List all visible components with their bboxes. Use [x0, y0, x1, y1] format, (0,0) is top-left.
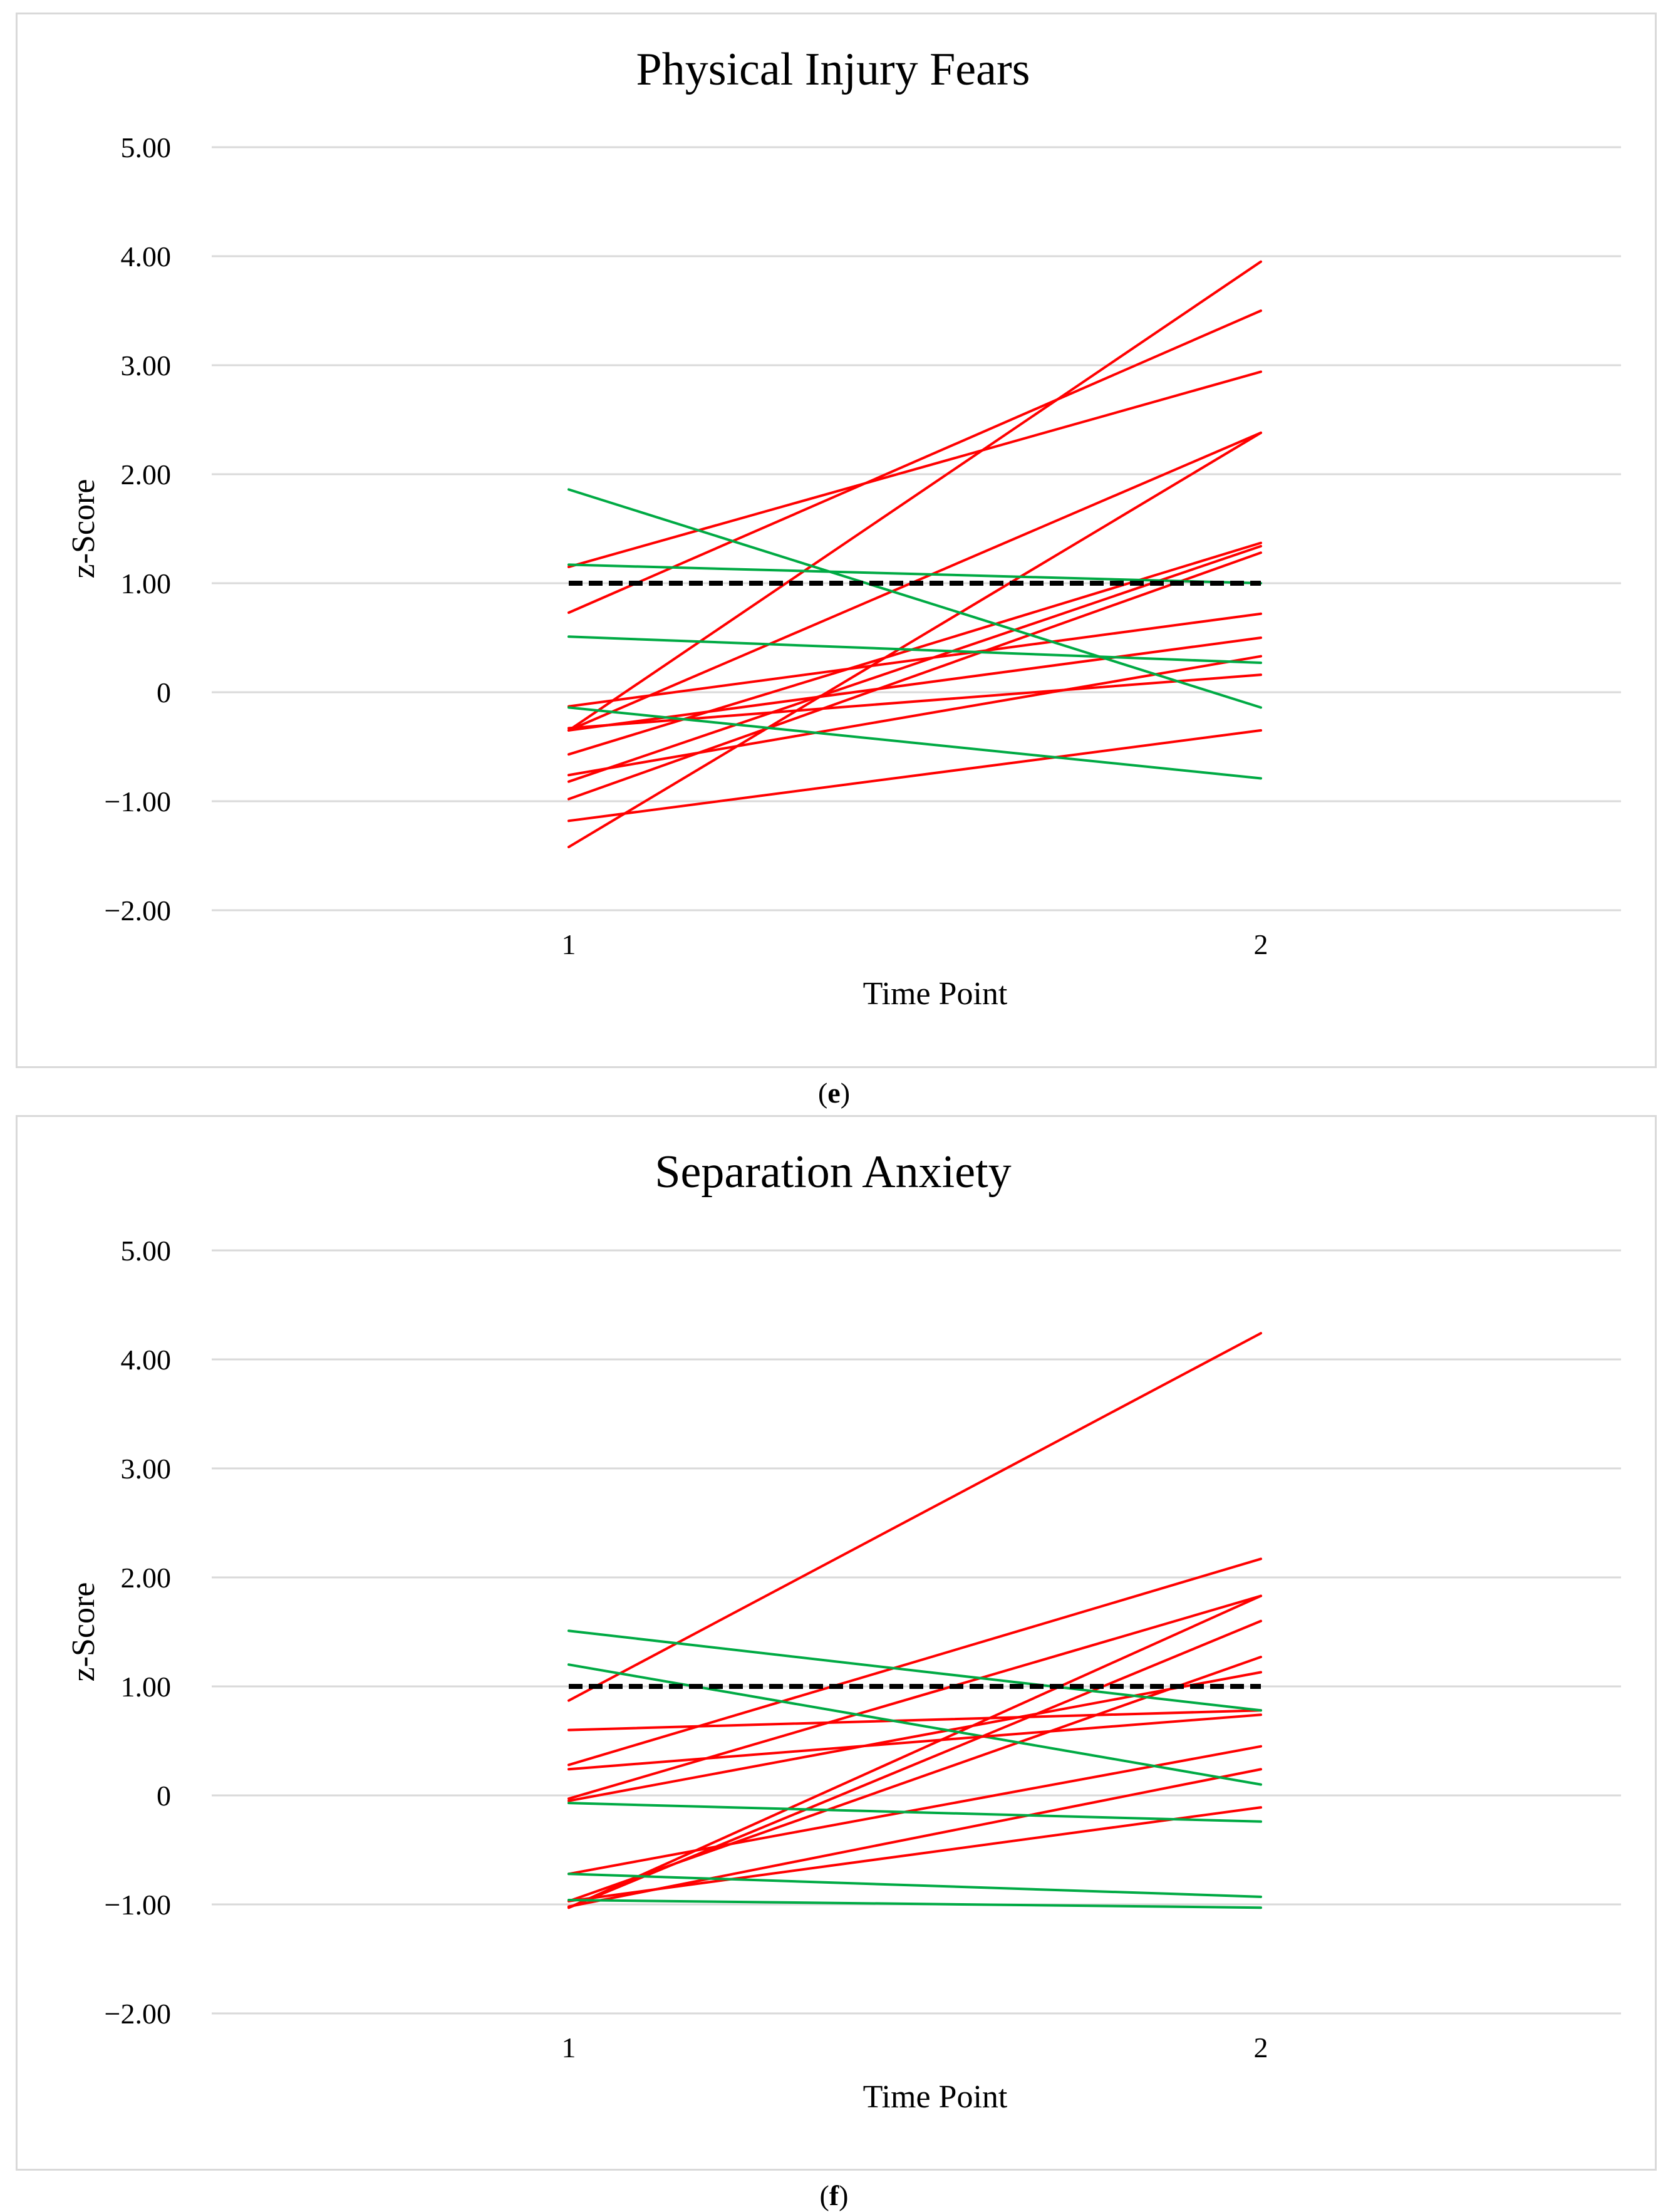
chart-f-y-tick-label: −1.00 — [105, 1889, 171, 1921]
chart-f-series-line-increase — [567, 1332, 1262, 1702]
panel-label-e: e — [827, 1077, 841, 1109]
chart-e-series-line-increase — [567, 309, 1262, 614]
chart-e-y-tick-label: 0 — [157, 677, 171, 709]
chart-f-series-line-increase — [567, 1671, 1262, 1802]
chart-e-series-line-increase — [567, 544, 1262, 783]
chart-e-series-line-increase — [567, 729, 1262, 823]
chart-e-series-line-increase — [567, 551, 1262, 801]
chart-e-x-tick-label: 1 — [562, 928, 576, 960]
chart-f-series-line-increase — [567, 1594, 1262, 1800]
chart-f-series-line-decrease — [567, 1629, 1262, 1712]
chart-f-y-tick-label: 4.00 — [121, 1344, 172, 1376]
chart-panel-f: Separation Anxiety 5.00 4.00 3.00 2.00 1.00 0 −… — [16, 1115, 1657, 2171]
panel-caption-f: (f) — [819, 2179, 849, 2211]
chart-e-y-tick-label: 5.00 — [121, 132, 172, 164]
chart-f-series-line-increase — [567, 1745, 1262, 1876]
chart-f-y-axis-label: z-Score — [66, 1582, 101, 1682]
chart-panel-e: Physical Injury Fears 5.00 4.00 3.00 2.00 1.0… — [16, 13, 1657, 1068]
chart-e-y-tick-label: −1.00 — [105, 786, 171, 818]
chart-e-y-axis-label: z-Score — [66, 479, 101, 579]
chart-e-series-line-decrease — [567, 706, 1262, 780]
chart-e-series-line-decrease — [567, 563, 1262, 584]
chart-f-y-tick-label: 1.00 — [121, 1671, 172, 1703]
chart-e-series-line-increase — [567, 655, 1262, 777]
chart-f-title: Separation Anxiety — [655, 1146, 1011, 1198]
chart-f-series-line-decrease — [567, 1899, 1262, 1909]
chart-f-series-line-increase — [567, 1806, 1262, 1903]
chart-e-series-line-decrease — [567, 635, 1262, 665]
chart-f-series-line-decrease — [567, 1802, 1262, 1823]
chart-e-y-tick-label: −2.00 — [105, 895, 171, 927]
chart-e-x-tick-label: 2 — [1254, 928, 1268, 960]
chart-e-series-line-decrease — [567, 488, 1262, 709]
chart-f-svg: Separation Anxiety 5.00 4.00 3.00 2.00 1.00 0 −… — [66, 1146, 1621, 2115]
chart-f-y-tick-label: 3.00 — [121, 1453, 172, 1485]
chart-f-y-tick-label: 2.00 — [121, 1562, 172, 1594]
chart-f-series-line-increase — [567, 1709, 1262, 1732]
chart-f-series-line-decrease — [567, 1663, 1262, 1786]
chart-f-x-axis-label: Time Point — [863, 2079, 1008, 2115]
chart-e-series-line-increase — [567, 260, 1262, 732]
panel-caption-e: (e) — [817, 1077, 851, 1109]
chart-f-series-line-decrease — [567, 1872, 1262, 1898]
chart-e-series-line-increase — [567, 612, 1262, 708]
chart-f-x-tick-label: 2 — [1254, 2032, 1268, 2064]
chart-e-y-tick-label: 4.00 — [121, 241, 172, 273]
chart-f-series-line-increase — [567, 1713, 1262, 1771]
chart-e-series-line-increase — [567, 636, 1262, 732]
chart-e-y-tick-label: 3.00 — [121, 350, 172, 382]
chart-e-y-tick-label: 1.00 — [121, 568, 172, 600]
chart-e-series-line-increase — [567, 431, 1262, 849]
chart-f-series-line-increase — [567, 1768, 1262, 1908]
chart-f-series-line-increase — [567, 1656, 1262, 1903]
chart-f-y-tick-label: 0 — [157, 1780, 171, 1812]
chart-f-y-tick-label: 5.00 — [121, 1235, 172, 1267]
chart-f-x-tick-label: 1 — [562, 2032, 576, 2064]
chart-e-svg: Physical Injury Fears 5.00 4.00 3.00 2.00 1.0… — [66, 44, 1621, 1012]
chart-f-y-tick-label: −2.00 — [105, 1998, 171, 2030]
panel-label-f: f — [829, 2179, 839, 2211]
chart-e-x-axis-label: Time Point — [863, 976, 1008, 1012]
chart-f-series-line-increase — [567, 1557, 1262, 1767]
chart-f-series-line-increase — [567, 1594, 1262, 1909]
chart-e-y-tick-label: 2.00 — [121, 459, 172, 491]
chart-e-series-line-increase — [567, 370, 1262, 568]
chart-e-title: Physical Injury Fears — [636, 44, 1030, 95]
